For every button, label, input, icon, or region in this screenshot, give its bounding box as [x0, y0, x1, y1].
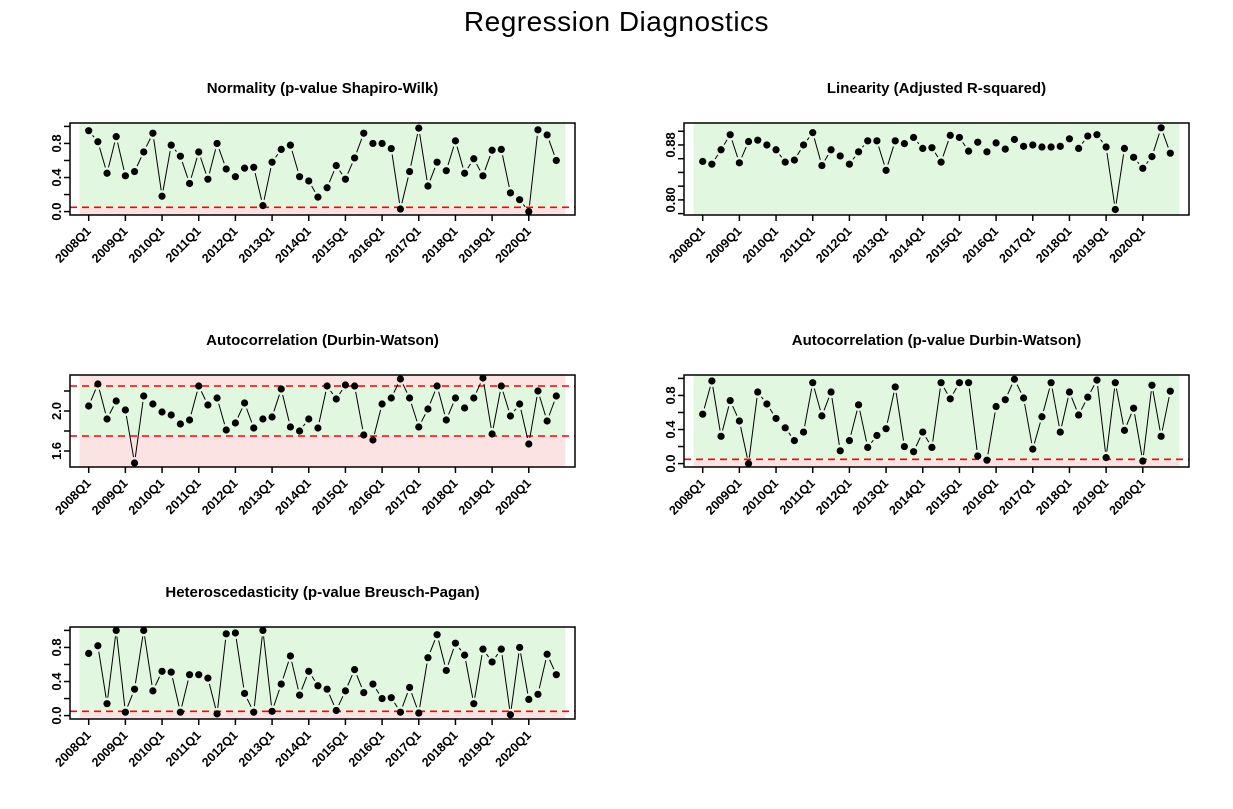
- chart-autocorrelation-pvalue-title: Autocorrelation (p-value Durbin-Watson): [791, 332, 1082, 349]
- svg-text:2017Q1: 2017Q1: [383, 476, 424, 515]
- chart-autocorrelation-dw-title: Autocorrelation (Durbin-Watson): [206, 332, 439, 349]
- svg-text:2008Q1: 2008Q1: [666, 476, 707, 515]
- chart-normality-title: Normality (p-value Shapiro-Wilk): [206, 80, 439, 97]
- svg-text:0.0: 0.0: [49, 707, 64, 725]
- svg-text:2020Q1: 2020Q1: [493, 476, 534, 515]
- svg-text:0.0: 0.0: [49, 203, 64, 221]
- svg-text:2017Q1: 2017Q1: [383, 728, 424, 767]
- svg-text:2011Q1: 2011Q1: [163, 728, 204, 767]
- svg-text:0.8: 0.8: [663, 386, 678, 404]
- svg-text:2017Q1: 2017Q1: [383, 224, 424, 263]
- svg-text:2012Q1: 2012Q1: [199, 728, 240, 767]
- chart-linearity-plot: 0.800.882008Q12009Q12010Q12011Q12012Q120…: [663, 122, 1190, 263]
- chart-linearity: Linearity (Adjusted R-squared) 0.80 0.88 2…: [642, 80, 1203, 263]
- svg-text:0.88: 0.88: [663, 132, 678, 157]
- svg-text:2015Q1: 2015Q1: [923, 476, 964, 515]
- svg-text:2018Q1: 2018Q1: [419, 224, 460, 263]
- svg-text:2016Q1: 2016Q1: [346, 224, 387, 263]
- svg-text:2014Q1: 2014Q1: [273, 476, 314, 515]
- svg-text:2015Q1: 2015Q1: [309, 224, 350, 263]
- svg-text:2014Q1: 2014Q1: [273, 728, 314, 767]
- svg-text:2011Q1: 2011Q1: [777, 476, 818, 515]
- page-title: Regression Diagnostics: [463, 6, 770, 37]
- svg-text:2015Q1: 2015Q1: [309, 476, 350, 515]
- svg-text:2015Q1: 2015Q1: [923, 224, 964, 263]
- chart-autocorrelation-pvalue-plot: 0.00.40.82008Q12009Q12010Q12011Q12012Q12…: [663, 374, 1190, 515]
- svg-text:0.80: 0.80: [663, 187, 678, 212]
- svg-text:2013Q1: 2013Q1: [236, 476, 277, 515]
- svg-text:2020Q1: 2020Q1: [1107, 224, 1148, 263]
- svg-text:2008Q1: 2008Q1: [52, 224, 93, 263]
- svg-text:2013Q1: 2013Q1: [236, 728, 277, 767]
- chart-heteroscedasticity-title: Heteroscedasticity (p-value Breusch-Paga…: [165, 584, 480, 601]
- svg-text:2009Q1: 2009Q1: [703, 224, 744, 263]
- svg-text:2019Q1: 2019Q1: [1070, 224, 1111, 263]
- chart-normality-plot: 0.00.40.82008Q12009Q12010Q12011Q12012Q12…: [49, 122, 576, 263]
- chart-autocorrelation-dw: Autocorrelation (Durbin-Watson) 1.6 2.0 20…: [28, 332, 589, 515]
- svg-text:2019Q1: 2019Q1: [456, 224, 497, 263]
- svg-text:1.6: 1.6: [49, 442, 64, 460]
- chart-normality: Normality (p-value Shapiro-Wilk) 0.0 0.4 0…: [28, 80, 589, 263]
- svg-text:2014Q1: 2014Q1: [273, 224, 314, 263]
- svg-text:2014Q1: 2014Q1: [887, 224, 928, 263]
- chart-heteroscedasticity: Heteroscedasticity (p-value Breusch-Paga…: [28, 584, 589, 767]
- chart-autocorrelation-dw-plot: 1.6 2.0 2008Q12009Q12010Q12011Q12012Q12013…: [49, 374, 576, 515]
- svg-text:2010Q1: 2010Q1: [126, 476, 167, 515]
- svg-text:2018Q1: 2018Q1: [1033, 224, 1074, 263]
- svg-text:2020Q1: 2020Q1: [493, 224, 534, 263]
- svg-text:2009Q1: 2009Q1: [703, 476, 744, 515]
- svg-text:2010Q1: 2010Q1: [126, 224, 167, 263]
- chart-autocorrelation-pvalue: Autocorrelation (p-value Durbin-Watson) …: [642, 332, 1203, 515]
- svg-text:2008Q1: 2008Q1: [666, 224, 707, 263]
- svg-text:2011Q1: 2011Q1: [163, 224, 204, 263]
- svg-text:2009Q1: 2009Q1: [89, 476, 130, 515]
- svg-text:2011Q1: 2011Q1: [777, 224, 818, 263]
- svg-text:2013Q1: 2013Q1: [850, 476, 891, 515]
- svg-text:2017Q1: 2017Q1: [997, 224, 1038, 263]
- svg-text:2012Q1: 2012Q1: [199, 224, 240, 263]
- svg-text:2020Q1: 2020Q1: [1107, 476, 1148, 515]
- svg-text:0.4: 0.4: [663, 420, 678, 439]
- svg-text:2016Q1: 2016Q1: [960, 224, 1001, 263]
- svg-text:0.0: 0.0: [663, 455, 678, 473]
- svg-text:2011Q1: 2011Q1: [163, 476, 204, 515]
- svg-text:2019Q1: 2019Q1: [456, 476, 497, 515]
- chart-heteroscedasticity-plot: 0.00.40.82008Q12009Q12010Q12011Q12012Q12…: [49, 626, 576, 767]
- svg-text:2010Q1: 2010Q1: [740, 476, 781, 515]
- chart-linearity-title: Linearity (Adjusted R-squared): [826, 80, 1047, 97]
- svg-text:2010Q1: 2010Q1: [126, 728, 167, 767]
- svg-text:2016Q1: 2016Q1: [960, 476, 1001, 515]
- svg-text:2.0: 2.0: [49, 402, 64, 420]
- svg-text:2015Q1: 2015Q1: [309, 728, 350, 767]
- svg-text:2019Q1: 2019Q1: [456, 728, 497, 767]
- svg-text:2009Q1: 2009Q1: [89, 224, 130, 263]
- svg-text:0.4: 0.4: [49, 672, 64, 691]
- svg-text:0.4: 0.4: [49, 168, 64, 187]
- svg-text:2008Q1: 2008Q1: [52, 476, 93, 515]
- svg-text:2018Q1: 2018Q1: [419, 476, 460, 515]
- svg-text:0.8: 0.8: [49, 638, 64, 656]
- svg-text:2018Q1: 2018Q1: [1033, 476, 1074, 515]
- svg-text:2008Q1: 2008Q1: [52, 728, 93, 767]
- svg-text:2018Q1: 2018Q1: [419, 728, 460, 767]
- svg-text:2010Q1: 2010Q1: [740, 224, 781, 263]
- svg-text:2014Q1: 2014Q1: [887, 476, 928, 515]
- svg-text:2016Q1: 2016Q1: [346, 728, 387, 767]
- svg-text:2013Q1: 2013Q1: [850, 224, 891, 263]
- svg-text:2019Q1: 2019Q1: [1070, 476, 1111, 515]
- svg-text:2017Q1: 2017Q1: [997, 476, 1038, 515]
- svg-text:2009Q1: 2009Q1: [89, 728, 130, 767]
- svg-text:2012Q1: 2012Q1: [813, 224, 854, 263]
- svg-text:2013Q1: 2013Q1: [236, 224, 277, 263]
- svg-text:2016Q1: 2016Q1: [346, 476, 387, 515]
- svg-text:0.8: 0.8: [49, 134, 64, 152]
- svg-text:2012Q1: 2012Q1: [813, 476, 854, 515]
- svg-text:2012Q1: 2012Q1: [199, 476, 240, 515]
- svg-text:2020Q1: 2020Q1: [493, 728, 534, 767]
